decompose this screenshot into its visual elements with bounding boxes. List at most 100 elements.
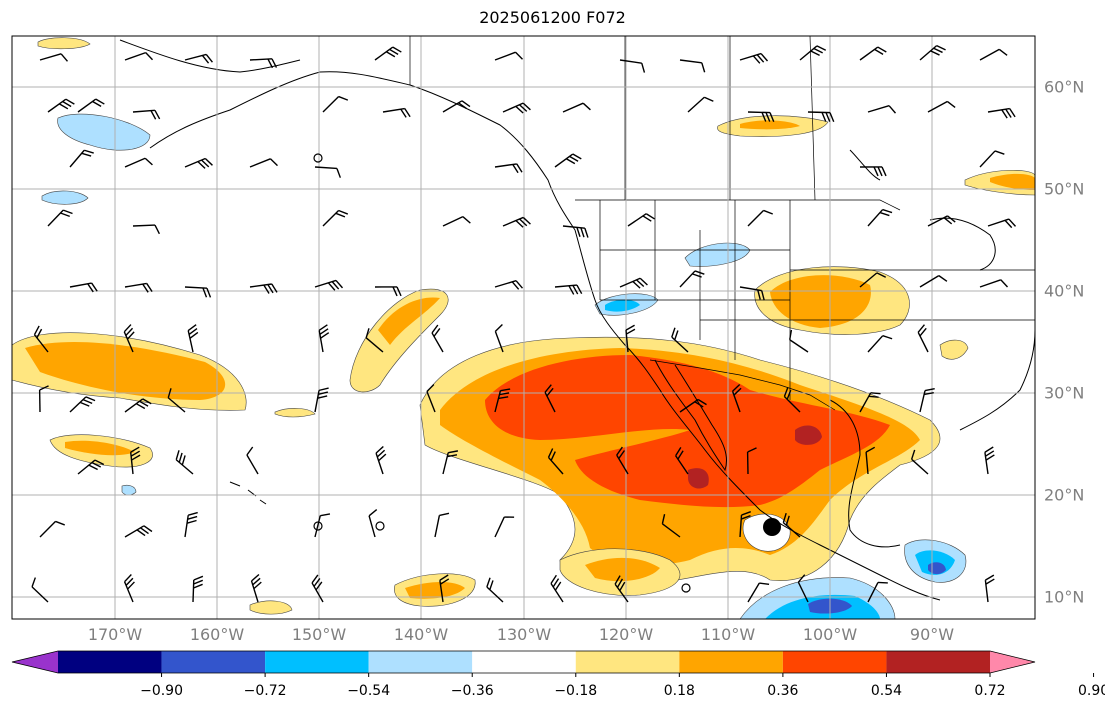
- wind-barb: [799, 45, 827, 61]
- wind-barb: [494, 516, 515, 538]
- wind-barb: [314, 513, 331, 538]
- wind-barb: [494, 280, 524, 290]
- wind-barb: [919, 275, 948, 288]
- colorbar-bin: [782, 651, 887, 673]
- longitude-label: 170°W: [87, 625, 143, 644]
- latitude-label: 20°N: [1044, 485, 1085, 505]
- field-yellow-small-1: [249, 600, 293, 615]
- field-lightblue-pac: [41, 190, 89, 205]
- wind-barb: [547, 448, 564, 475]
- wind-barb: [747, 582, 770, 603]
- wind-barb: [661, 514, 681, 538]
- wind-barb: [554, 284, 583, 295]
- wind-barb: [687, 96, 714, 113]
- wind-barb: [39, 520, 65, 538]
- colorbar-bin: [575, 651, 680, 673]
- longitude-label: 130°W: [496, 625, 552, 644]
- wind-barb: [747, 209, 773, 227]
- wind-barb: [807, 111, 835, 122]
- field-yellow-east: [939, 339, 969, 360]
- wind-barb: [746, 447, 757, 475]
- wind-barb: [486, 577, 504, 603]
- wind-barb: [132, 109, 161, 120]
- wind-barb: [544, 384, 556, 413]
- coast-alaska-north: [119, 39, 301, 73]
- wind-barb: [184, 157, 213, 169]
- wind-barb: [47, 209, 73, 227]
- wind-barb: [979, 48, 1008, 61]
- field-orange-ne: [990, 173, 1035, 190]
- wind-barb: [374, 46, 402, 61]
- field-orange-sw: [405, 582, 465, 599]
- colorbar: [11, 650, 1095, 677]
- wind-barb: [374, 286, 402, 297]
- wind-barb: [782, 513, 801, 538]
- wind-barb: [249, 283, 278, 294]
- coastlines: [119, 39, 1036, 601]
- wind-barb: [979, 150, 1005, 168]
- field-skyblue-sw: [605, 299, 640, 312]
- coast-greatlakes: [929, 217, 996, 271]
- wind-barb: [675, 447, 689, 475]
- calm-circle: [313, 521, 323, 531]
- wind-barb: [123, 324, 135, 353]
- wind-barb: [250, 573, 262, 603]
- field-lightblue-small: [121, 484, 137, 496]
- wind-barb: [494, 163, 523, 174]
- wind-barb: [502, 216, 531, 228]
- wind-barb: [919, 44, 946, 61]
- wind-barb: [124, 157, 153, 168]
- wind-barb: [132, 224, 161, 235]
- wind-barb: [249, 158, 278, 168]
- wind-barb: [739, 286, 765, 301]
- wind-barb: [494, 51, 523, 61]
- wind-barb: [679, 398, 707, 413]
- wind-barb: [38, 385, 49, 413]
- wind-barb: [184, 53, 213, 64]
- colorbar-bin: [265, 651, 369, 673]
- colorbar-tick-label: −0.72: [243, 683, 287, 699]
- wind-barb: [426, 384, 436, 413]
- wind-barb: [679, 59, 706, 73]
- wind-barb: [867, 581, 888, 603]
- wind-barb: [614, 575, 629, 603]
- wind-barb: [927, 215, 956, 227]
- colorbar-tick-label: −0.36: [450, 683, 494, 699]
- wind-barb: [192, 575, 204, 603]
- colorbar-tick-label: 0.36: [767, 683, 799, 699]
- colorbar-over-arrow: [990, 651, 1035, 673]
- wind-barb: [739, 52, 769, 64]
- longitude-label: 120°W: [598, 625, 654, 644]
- wind-barb: [867, 208, 893, 227]
- wind-barb: [69, 396, 96, 413]
- coast-westcoast: [574, 229, 941, 601]
- wind-barb: [562, 102, 591, 113]
- wind-barb: [77, 459, 105, 475]
- colorbar-bin: [161, 651, 266, 673]
- longitude-label: 110°W: [700, 625, 756, 644]
- map-frame: [11, 35, 1036, 620]
- wind-barb: [246, 446, 259, 475]
- border-us-canada: [575, 199, 901, 211]
- wind-barb: [442, 100, 471, 113]
- wind-barb: [739, 511, 751, 538]
- wind-barb: [917, 324, 929, 353]
- wind-barb: [494, 388, 511, 413]
- wind-barb: [47, 98, 75, 113]
- colorbar-tick-label: 0.72: [974, 683, 1006, 699]
- calm-circle: [375, 521, 385, 531]
- wind-barb: [130, 446, 141, 475]
- states-2: [600, 249, 1035, 321]
- field-orange-south: [585, 557, 660, 582]
- field-orange-diag: [378, 297, 440, 345]
- field-lightblue-bering: [57, 113, 151, 151]
- field-orange-npac: [25, 342, 226, 400]
- colorbar-bin: [472, 651, 576, 673]
- wind-barb: [984, 574, 995, 603]
- colorbar-tick-label: −0.18: [554, 683, 598, 699]
- border-us-mexico: [649, 359, 836, 411]
- wind-barb: [439, 574, 450, 603]
- graticule: [12, 36, 1035, 619]
- wind-barb: [797, 574, 809, 603]
